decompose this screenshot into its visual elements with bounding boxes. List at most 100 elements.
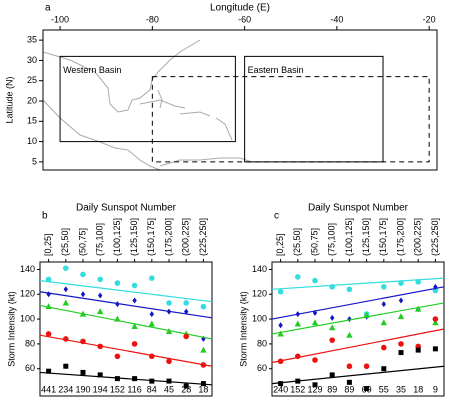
point <box>381 301 386 308</box>
point <box>62 299 69 306</box>
point <box>415 347 421 353</box>
y-tick-label: 30 <box>27 55 37 65</box>
point <box>432 319 439 326</box>
point <box>97 343 103 350</box>
x-tick-label: [0,25] <box>43 233 53 256</box>
count-label: 28 <box>181 384 191 394</box>
panel-letter: c <box>274 211 279 222</box>
x-tick-label: (25,50] <box>60 228 70 256</box>
panel-letter: b <box>42 211 48 222</box>
x-tick-label: (100,125] <box>344 218 354 256</box>
x-tick-label: (125,150] <box>129 218 139 256</box>
point <box>132 376 138 382</box>
point <box>397 313 405 320</box>
point <box>45 276 52 283</box>
point <box>415 279 422 285</box>
point <box>97 276 103 283</box>
point <box>63 286 68 293</box>
point <box>166 358 172 365</box>
point <box>80 291 86 298</box>
y-tick-label: 140 <box>252 264 267 274</box>
point <box>149 311 154 318</box>
panel-letter: a <box>45 3 51 14</box>
point <box>346 286 353 293</box>
plot-frame <box>39 261 213 397</box>
point <box>79 310 87 317</box>
point <box>398 297 404 304</box>
point <box>166 308 172 315</box>
point <box>114 353 121 360</box>
point <box>63 336 69 342</box>
point <box>148 320 155 327</box>
point <box>347 316 352 323</box>
x-tick-label: (175,200] <box>163 218 173 256</box>
x-tick-label: (225,250] <box>430 218 440 256</box>
y-tick-label: 10 <box>27 136 37 146</box>
point <box>46 368 52 374</box>
x-tick-label: (75,100] <box>327 223 337 256</box>
point <box>346 331 353 338</box>
point <box>312 309 318 316</box>
point <box>312 382 318 388</box>
point <box>380 319 387 326</box>
y-tick-label: 80 <box>25 338 35 348</box>
x-tick-label: [0,25] <box>275 233 285 256</box>
point <box>278 322 283 329</box>
trend-line <box>39 304 213 340</box>
point <box>312 277 318 284</box>
x-tick-label: -20 <box>423 14 436 24</box>
count-label: 234 <box>58 384 73 394</box>
x-tick-label: (50,75] <box>309 228 319 256</box>
trend-line <box>39 371 213 386</box>
x-tick-label: (100,125] <box>112 218 122 256</box>
point <box>97 308 104 315</box>
count-label: 18 <box>198 384 208 394</box>
x-tick-label: (150,175] <box>378 218 388 256</box>
point <box>98 292 103 299</box>
x-tick-label: (50,75] <box>77 228 87 256</box>
point <box>364 386 370 392</box>
point <box>432 316 439 322</box>
y-axis-label: Storm Intensity (kt) <box>238 291 248 367</box>
point <box>277 330 284 337</box>
trend-line <box>39 334 213 367</box>
trend-line <box>271 328 445 364</box>
count-label: 89 <box>327 384 337 394</box>
point <box>329 324 336 331</box>
point <box>329 337 336 343</box>
point <box>329 284 336 290</box>
point <box>184 308 189 315</box>
trend-line <box>39 280 213 303</box>
trend-line <box>271 286 445 320</box>
y-tick-label: 25 <box>27 75 37 85</box>
point <box>200 362 207 368</box>
point <box>183 383 189 389</box>
point <box>381 366 387 372</box>
count-label: 84 <box>147 384 157 394</box>
y-tick-label: 15 <box>27 116 37 126</box>
coastline <box>42 39 253 171</box>
point <box>149 353 155 360</box>
point <box>63 265 69 272</box>
trend-line <box>271 365 445 385</box>
x-tick-label: (175,200] <box>395 218 405 256</box>
region-label: Western Basin <box>63 65 121 75</box>
count-label: 116 <box>127 384 141 394</box>
x-tick-label: -40 <box>330 14 343 24</box>
point <box>363 311 370 318</box>
y-tick-label: 60 <box>257 363 267 373</box>
point <box>80 271 86 278</box>
point <box>149 378 155 384</box>
y-tick-label: 120 <box>20 289 35 299</box>
point <box>114 376 120 382</box>
x-tick-label: -100 <box>51 14 69 24</box>
region-box <box>59 55 236 143</box>
point <box>415 305 422 312</box>
point <box>295 378 301 384</box>
axis-title: Daily Sunspot Number <box>76 203 177 214</box>
y-axis-label: Storm Intensity (kt) <box>6 291 16 367</box>
x-tick-label: (75,100] <box>95 223 105 256</box>
point <box>80 338 86 345</box>
point <box>346 379 352 385</box>
